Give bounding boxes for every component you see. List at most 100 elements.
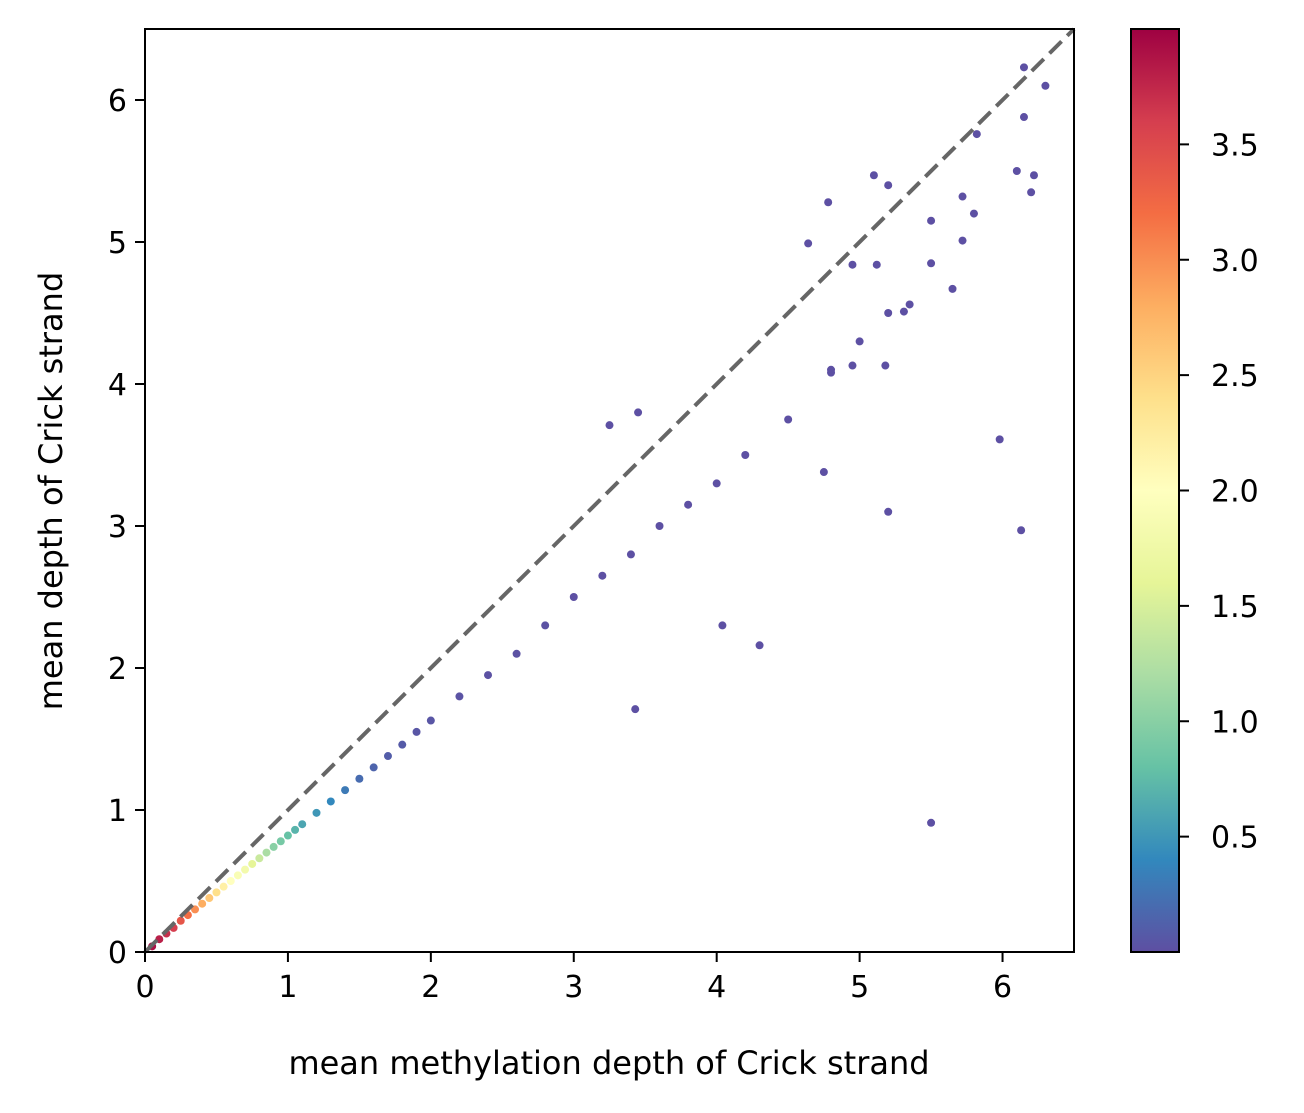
scatter-point: [824, 198, 833, 207]
scatter-point: [383, 752, 392, 761]
scatter-point: [298, 820, 307, 829]
scatter-point: [512, 649, 521, 658]
scatter-point: [341, 786, 350, 795]
scatter-point: [899, 307, 908, 316]
x-axis-ticks: 0 1 2 3 4 5 6: [135, 952, 1012, 1005]
scatter-point: [848, 361, 857, 370]
scatter-point: [1041, 81, 1050, 90]
scatter-point: [869, 171, 878, 180]
scatter-point: [569, 593, 578, 601]
scatter-point: [634, 408, 643, 417]
scatter-point: [1017, 526, 1026, 535]
scatter-point: [605, 421, 614, 430]
scatter-point: [927, 818, 936, 827]
scatter-point: [541, 621, 550, 630]
scatter-point: [205, 894, 214, 903]
scatter-point: [212, 888, 221, 897]
x-tick-label: 3: [564, 970, 583, 1005]
scatter-points: [148, 63, 1050, 951]
scatter-point: [248, 859, 257, 868]
scatter-point: [972, 130, 981, 139]
scatter-point: [198, 899, 207, 908]
scatter-point: [741, 451, 750, 459]
scatter-point: [631, 705, 640, 714]
scatter-point: [176, 916, 185, 925]
scatter-point: [1019, 113, 1028, 122]
scatter-point: [283, 831, 292, 840]
scatter-point: [326, 797, 335, 806]
scatter-point: [233, 871, 242, 880]
scatter-point: [262, 848, 271, 857]
scatter-point: [598, 571, 607, 580]
scatter-point: [255, 854, 264, 863]
x-axis-label: mean methylation depth of Crick strand: [288, 1044, 929, 1082]
scatter-point: [276, 837, 285, 846]
scatter-point: [958, 236, 967, 245]
scatter-point: [905, 300, 914, 309]
scatter-point: [398, 740, 407, 749]
colorbar-tick-label: 1.5: [1211, 590, 1259, 625]
reference-line: [143, 27, 1076, 954]
y-tick-label: 6: [108, 84, 127, 119]
colorbar-tick-label: 3.0: [1211, 244, 1259, 279]
scatter-point: [369, 763, 378, 772]
scatter-point: [191, 905, 200, 914]
colorbar-tick-label: 1.0: [1211, 705, 1259, 740]
colorbar-tick-label: 2.5: [1211, 359, 1259, 394]
x-tick-label: 5: [850, 970, 869, 1005]
scatter-point: [412, 727, 421, 736]
scatter-point: [884, 309, 893, 317]
y-tick-label: 5: [108, 226, 127, 261]
scatter-point: [969, 209, 978, 218]
scatter-point: [291, 825, 300, 834]
y-tick-label: 1: [108, 794, 127, 829]
scatter-point: [927, 259, 936, 268]
scatter-point: [626, 550, 635, 559]
scatter-point: [718, 621, 727, 630]
scatter-point: [884, 507, 893, 516]
scatter-point: [872, 260, 881, 269]
y-axis-ticks: 0 1 2 3 4 5 6: [108, 84, 145, 971]
x-tick-label: 6: [993, 970, 1012, 1005]
scatter-point: [1012, 167, 1021, 175]
scatter-point: [958, 192, 967, 201]
x-tick-label: 0: [135, 970, 154, 1005]
x-tick-label: 2: [421, 970, 440, 1005]
scatter-point: [827, 368, 836, 377]
scatter-point: [219, 882, 228, 891]
scatter-point: [819, 468, 828, 477]
colorbar-tick-label: 0.5: [1211, 821, 1259, 856]
scatter-point: [455, 692, 464, 701]
colorbar-tick-label: 3.5: [1211, 128, 1259, 163]
scatter-point: [312, 808, 321, 817]
scatter-point: [755, 641, 764, 650]
scatter-point: [855, 337, 864, 346]
scatter-point: [684, 500, 693, 509]
x-tick-label: 1: [278, 970, 297, 1005]
scatter-point: [355, 774, 364, 783]
scatter-point: [927, 216, 936, 225]
scatter-point: [655, 522, 664, 530]
scatter-point: [226, 877, 235, 885]
scatter-point: [426, 716, 435, 725]
y-tick-label: 4: [108, 368, 127, 403]
scatter-point: [995, 435, 1004, 444]
y-axis-label: mean depth of Crick strand: [32, 272, 70, 711]
scatter-point: [1019, 63, 1028, 72]
colorbar: [1130, 28, 1180, 953]
scatter-point: [712, 479, 721, 488]
scatter-point: [269, 842, 278, 851]
colorbar-ticks: 0.5 1.0 1.5 2.0 2.5 3.0 3.5: [1179, 128, 1259, 856]
scatter-point: [848, 260, 857, 269]
diagonal-dashed-line: [143, 27, 1076, 954]
y-tick-label: 2: [108, 652, 127, 687]
scatter-point: [884, 181, 893, 190]
y-tick-label: 0: [108, 936, 127, 971]
scatter-point: [241, 865, 250, 874]
scatter-point: [784, 415, 793, 424]
scatter-point: [804, 239, 813, 248]
scatter-point: [1027, 188, 1036, 197]
scatter-point: [1029, 171, 1038, 180]
plot-frame: [144, 28, 1075, 953]
